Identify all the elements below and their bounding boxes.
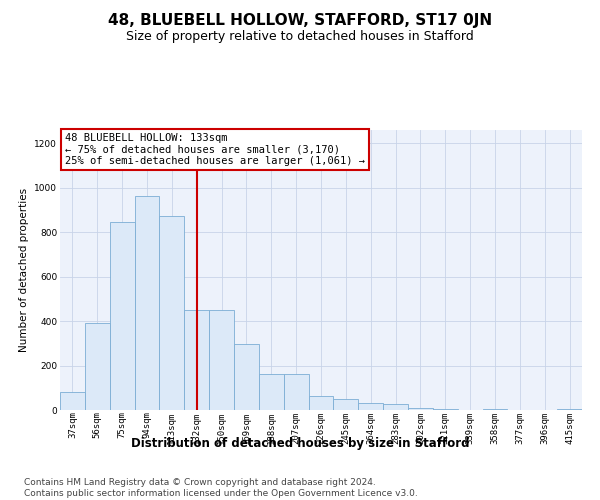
Text: Distribution of detached houses by size in Stafford: Distribution of detached houses by size …	[131, 438, 469, 450]
Text: Size of property relative to detached houses in Stafford: Size of property relative to detached ho…	[126, 30, 474, 43]
Bar	[482, 409, 508, 410]
Bar	[358, 404, 383, 410]
Text: 48 BLUEBELL HOLLOW: 133sqm
← 75% of detached houses are smaller (3,170)
25% of s: 48 BLUEBELL HOLLOW: 133sqm ← 75% of deta…	[65, 133, 365, 166]
Bar	[110, 222, 134, 410]
Bar	[160, 216, 184, 410]
Bar	[234, 344, 259, 410]
Bar	[60, 392, 85, 410]
Bar	[184, 310, 209, 410]
Bar	[134, 196, 160, 410]
Bar	[433, 409, 458, 410]
Bar	[557, 409, 582, 410]
Bar	[284, 374, 308, 410]
Bar	[308, 396, 334, 410]
Bar	[209, 310, 234, 410]
Bar	[334, 399, 358, 410]
Text: Contains HM Land Registry data © Crown copyright and database right 2024.
Contai: Contains HM Land Registry data © Crown c…	[24, 478, 418, 498]
Bar	[408, 408, 433, 410]
Bar	[85, 324, 110, 410]
Text: 48, BLUEBELL HOLLOW, STAFFORD, ST17 0JN: 48, BLUEBELL HOLLOW, STAFFORD, ST17 0JN	[108, 12, 492, 28]
Bar	[383, 404, 408, 410]
Bar	[259, 374, 284, 410]
Y-axis label: Number of detached properties: Number of detached properties	[19, 188, 29, 352]
